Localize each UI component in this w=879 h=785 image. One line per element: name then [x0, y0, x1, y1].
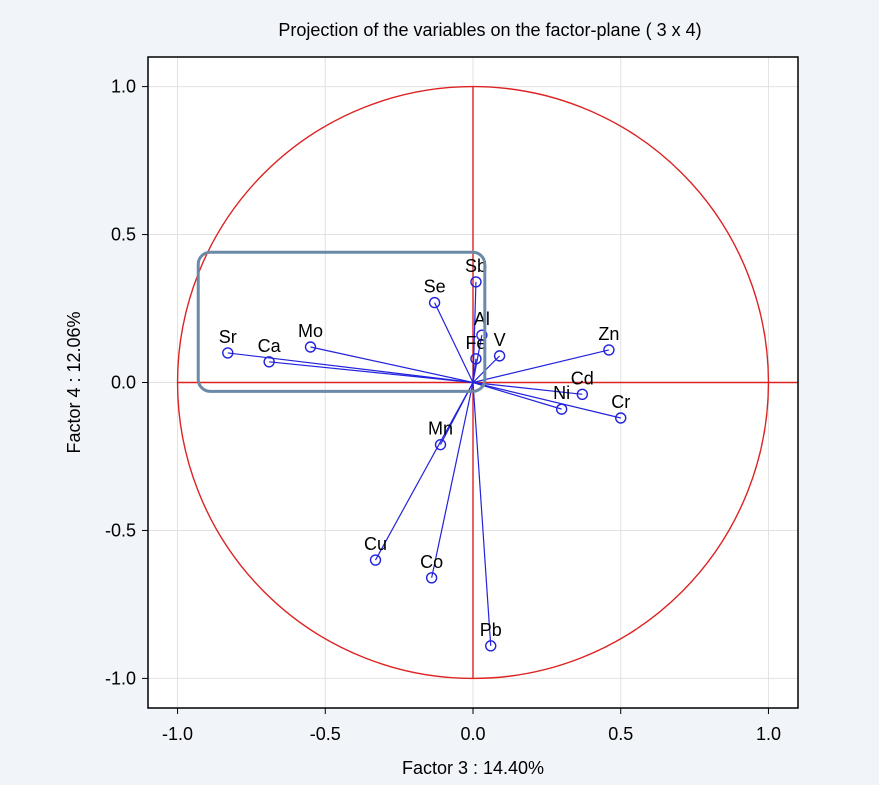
point-sb	[470, 276, 482, 288]
point-mo	[304, 341, 317, 353]
vectors	[227, 281, 621, 646]
x-tick-label: 0.0	[460, 724, 485, 744]
point-cd	[576, 388, 589, 401]
vector-co	[431, 382, 474, 578]
y-tick-label: 0.0	[111, 373, 136, 393]
label-sb: Sb	[465, 256, 487, 276]
points	[222, 276, 627, 652]
point-se	[428, 296, 441, 309]
label-fe: Fe	[465, 333, 486, 353]
x-tick-label: 1.0	[756, 724, 781, 744]
label-mo: Mo	[298, 321, 323, 341]
y-tick-label: -1.0	[105, 668, 136, 688]
point-sr	[222, 347, 234, 359]
y-tick-label: -0.5	[105, 520, 136, 540]
point-fe	[470, 353, 482, 365]
vector-ca	[269, 361, 474, 384]
vector-sr	[227, 352, 474, 384]
label-sr: Sr	[219, 327, 237, 347]
x-tick-label: -0.5	[310, 724, 341, 744]
y-tick-label: 0.5	[111, 225, 136, 245]
vector-fe	[472, 358, 477, 383]
chart-title: Projection of the variables on the facto…	[278, 20, 701, 40]
vector-zn	[472, 349, 610, 384]
point-al	[476, 329, 488, 341]
label-mn: Mn	[428, 419, 453, 439]
label-se: Se	[424, 277, 446, 297]
point-pb	[485, 640, 497, 652]
point-zn	[603, 344, 615, 356]
vector-cu	[374, 382, 474, 561]
label-ni: Ni	[553, 383, 570, 403]
vector-mo	[310, 346, 474, 384]
y-tick-label: 1.0	[111, 77, 136, 97]
label-al: Al	[474, 309, 490, 329]
highlight-box-layer	[196, 250, 487, 393]
label-v: V	[494, 330, 506, 350]
point-v	[493, 350, 506, 362]
y-axis-title: Factor 4 : 12.06%	[64, 311, 84, 453]
x-axis-title: Factor 3 : 14.40%	[402, 758, 544, 778]
label-ca: Ca	[258, 336, 282, 356]
vector-pb	[472, 382, 492, 646]
point-ca	[263, 356, 275, 368]
x-tick-label: 0.5	[608, 724, 633, 744]
point-cr	[615, 412, 627, 424]
label-pb: Pb	[480, 620, 502, 640]
label-co: Co	[420, 552, 443, 572]
point-mn	[434, 438, 447, 451]
y-ticks: 1.0 0.5 0.0 -0.5 -1.0	[105, 77, 148, 688]
point-cu	[369, 554, 382, 566]
point-ni	[555, 403, 568, 415]
highlight-box	[196, 250, 487, 393]
vector-sb	[472, 281, 477, 383]
x-ticks: -1.0 -0.5 0.0 0.5 1.0	[162, 708, 781, 744]
label-cr: Cr	[611, 392, 630, 412]
label-cd: Cd	[571, 368, 594, 388]
vector-se	[434, 302, 474, 383]
point-co	[425, 572, 438, 584]
vector-cd	[472, 381, 583, 395]
vector-cr	[472, 381, 621, 419]
label-cu: Cu	[364, 534, 387, 554]
label-zn: Zn	[598, 324, 619, 344]
x-tick-label: -1.0	[162, 724, 193, 744]
vector-ni	[472, 381, 562, 410]
